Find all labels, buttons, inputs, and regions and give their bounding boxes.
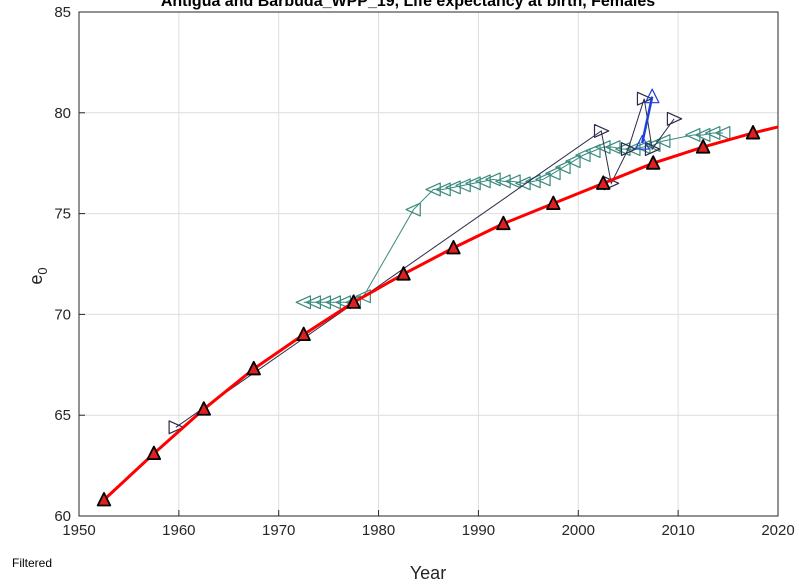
data-point xyxy=(405,202,421,217)
x-tick-label: 1960 xyxy=(162,522,195,539)
data-point xyxy=(745,125,761,140)
data-point xyxy=(325,295,341,310)
data-point xyxy=(555,160,571,175)
x-tick-label: 2010 xyxy=(661,522,694,539)
data-point xyxy=(295,295,312,310)
y-axis-label-subscript: 0 xyxy=(35,267,50,274)
y-tick-label: 65 xyxy=(54,407,71,424)
series-line xyxy=(303,132,724,303)
data-point xyxy=(634,134,650,150)
data-point xyxy=(196,401,212,416)
data-point xyxy=(496,215,511,231)
x-tick-label: 1950 xyxy=(62,522,95,539)
x-tick-label: 1990 xyxy=(462,522,495,539)
filtered-note: Filtered xyxy=(12,556,52,570)
fitted-line xyxy=(102,125,779,501)
data-point xyxy=(620,142,637,157)
data-point xyxy=(565,154,581,169)
chart-title: Antigua and Barbuda_WPP_19, Life expecta… xyxy=(161,0,655,10)
plot-area xyxy=(78,11,779,517)
data-point xyxy=(585,144,601,159)
data-point xyxy=(246,360,261,376)
y-tick-label: 60 xyxy=(54,508,71,525)
data-point xyxy=(355,289,371,304)
grid xyxy=(78,11,779,517)
data-point xyxy=(695,139,711,154)
data-point xyxy=(446,239,461,255)
y-tick-label: 75 xyxy=(54,206,71,223)
data-point xyxy=(644,88,660,104)
y-axis-label-main: e xyxy=(26,275,46,285)
data-point xyxy=(96,491,112,507)
data-point xyxy=(595,140,611,155)
data-point xyxy=(545,166,561,181)
data-point xyxy=(645,155,661,170)
data-point xyxy=(315,295,331,310)
series-2 xyxy=(634,88,660,150)
data-point xyxy=(146,445,162,461)
y-tick-label: 80 xyxy=(54,105,71,122)
x-tick-label: 2020 xyxy=(761,522,794,539)
data-point xyxy=(593,123,610,138)
data-point xyxy=(546,195,561,211)
data-point xyxy=(495,174,511,189)
y-tick-label: 70 xyxy=(54,306,71,323)
data-point xyxy=(535,172,551,187)
data-point xyxy=(714,125,731,140)
y-axis-label: e0 xyxy=(26,267,50,284)
x-tick-label: 1970 xyxy=(262,522,295,539)
data-point xyxy=(685,128,701,142)
data-point xyxy=(396,266,411,281)
series-4 xyxy=(102,125,779,501)
data-point xyxy=(296,326,311,342)
x-tick-label: 1980 xyxy=(362,522,395,539)
series-line xyxy=(175,98,675,428)
data-point xyxy=(666,111,683,126)
data-point xyxy=(636,91,653,106)
y-tick-label: 85 xyxy=(54,4,71,21)
series-0 xyxy=(295,125,731,310)
data-point xyxy=(596,175,611,190)
data-point xyxy=(305,295,322,310)
x-tick-label: 2000 xyxy=(562,522,595,539)
y-axis-label-group: e0 xyxy=(26,267,50,284)
data-point xyxy=(346,294,361,309)
data-point xyxy=(168,420,184,435)
data-point xyxy=(655,134,671,148)
data-point xyxy=(425,182,441,197)
data-point xyxy=(615,142,631,157)
series xyxy=(96,88,779,507)
data-point xyxy=(575,148,591,163)
series-3 xyxy=(96,125,761,507)
data-point xyxy=(704,125,721,140)
series-line xyxy=(640,96,654,144)
x-axis-label: Year xyxy=(410,563,446,583)
axis-ticks: 1950 1960 1970 1980 1990 2000 2010 2020 60 65 70 75… xyxy=(54,4,794,539)
